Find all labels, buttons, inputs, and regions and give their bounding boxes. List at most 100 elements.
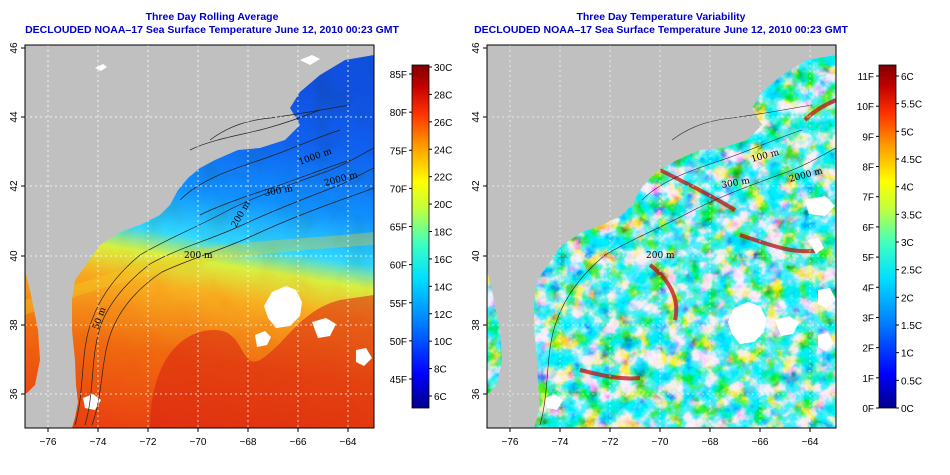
colorbar-celsius-label: 3.5C (901, 210, 922, 221)
colorbar-celsius-label: 4C (901, 183, 914, 194)
panel1-frame (24, 44, 375, 429)
colorbar-celsius-label: 3C (901, 238, 914, 249)
panel2-lat-axis: 36 38 40 42 44 46 (471, 42, 487, 400)
lon-tick-label: −74 (552, 437, 569, 448)
lat-tick-label: 40 (9, 250, 20, 262)
colorbar-celsius-label: 2.5C (901, 266, 922, 277)
panel1-colorbar-celsius-labels: 30C 28C 26C 24C 22C 20C 18C 16C 14C 12C 10C 8C 6C (429, 63, 452, 403)
colorbar-celsius-label: 10C (434, 337, 452, 348)
colorbar-celsius-label: 8C (434, 365, 447, 376)
panel1-map: 50 m 200 m 200 m 300 m 1000 m 2000 m (25, 45, 374, 428)
lat-tick-label: 36 (9, 388, 20, 400)
colorbar-celsius-label: 1.5C (901, 321, 922, 332)
lat-tick-label: 40 (471, 250, 482, 262)
colorbar-fahrenheit-label: 70F (390, 184, 407, 195)
colorbar-celsius-label: 20C (434, 200, 452, 211)
panel2-cloud-patches (545, 196, 836, 410)
lat-tick-label: 44 (9, 111, 20, 123)
lat-tick-label: 42 (9, 180, 20, 192)
lat-tick-label: 42 (471, 180, 482, 192)
lon-tick-label: −72 (140, 437, 157, 448)
colorbar-fahrenheit-label: 8F (862, 163, 874, 174)
lon-tick-label: −68 (702, 437, 719, 448)
colorbar-fahrenheit-label: 65F (390, 223, 407, 234)
panel1-title: Three Day Rolling Average DECLOUDED NOAA… (25, 11, 399, 37)
lon-tick-label: −76 (40, 437, 57, 448)
lat-tick-label: 38 (9, 319, 20, 331)
colorbar-fahrenheit-label: 9F (862, 132, 874, 143)
panel2-title-line2: DECLOUDED NOAA–17 Sea Surface Temperatur… (474, 24, 848, 36)
colorbar-fahrenheit-label: 5F (862, 253, 874, 264)
colorbar-celsius-label: 12C (434, 310, 452, 321)
colorbar-fahrenheit-label: 50F (390, 337, 407, 348)
colorbar-fahrenheit-label: 1F (862, 374, 874, 385)
panel1-title-line2: DECLOUDED NOAA–17 Sea Surface Temperatur… (25, 24, 399, 36)
colorbar-fahrenheit-label: 0F (862, 404, 874, 415)
colorbar-fahrenheit-label: 45F (390, 375, 407, 386)
lon-tick-label: −64 (340, 437, 357, 448)
panel1-bathymetry-contours (74, 104, 374, 426)
panel2-bathymetry-contours (539, 104, 836, 426)
lat-tick-label: 38 (471, 319, 482, 331)
panel1-contour-label: 200 m (184, 251, 213, 261)
lon-tick-label: −66 (752, 437, 769, 448)
colorbar-fahrenheit-label: 80F (390, 108, 407, 119)
panel1-graticule (25, 45, 374, 428)
colorbar-fahrenheit-label: 85F (390, 70, 407, 81)
lon-tick-label: −64 (802, 437, 819, 448)
panel1-land (25, 45, 374, 428)
colorbar-celsius-label: 4.5C (901, 155, 922, 166)
lon-tick-label: −70 (652, 437, 669, 448)
colorbar-celsius-label: 22C (434, 173, 452, 184)
panel2-title-line1: Three Day Temperature Variability (576, 11, 746, 23)
colorbar-celsius-label: 0C (901, 404, 914, 415)
colorbar-celsius-label: 2C (901, 293, 914, 304)
colorbar-fahrenheit-label: 75F (390, 146, 407, 157)
lon-tick-label: −68 (240, 437, 257, 448)
panel2-colorbar-fahrenheit-labels: 11F 10F 9F 8F 7F 6F 5F 4F 3F 2F 1F 0F (857, 72, 879, 415)
panel2-graticule (487, 45, 836, 428)
colorbar-celsius-label: 5.5C (901, 100, 922, 111)
colorbar-celsius-label: 24C (434, 145, 452, 156)
panel1-colorbar-fahrenheit-labels: 85F 80F 75F 70F 65F 60F 55F 50F 45F (390, 70, 412, 386)
lat-tick-label: 44 (471, 111, 482, 123)
colorbar-celsius-label: 0.5C (901, 376, 922, 387)
colorbar-celsius-label: 14C (434, 282, 452, 293)
lat-tick-label: 46 (471, 42, 482, 54)
colorbar-fahrenheit-label: 6F (862, 223, 874, 234)
colorbar-celsius-label: 30C (434, 63, 452, 74)
lon-tick-label: −74 (90, 437, 107, 448)
colorbar-celsius-label: 5C (901, 127, 914, 138)
colorbar-fahrenheit-label: 55F (390, 299, 407, 310)
colorbar-celsius-label: 16C (434, 255, 452, 266)
panel1-title-line1: Three Day Rolling Average (145, 11, 279, 23)
panel2-colorbar-celsius-labels: 6C 5.5C 5C 4.5C 4C 3.5C 3C 2.5C 2C 1.5C 1C 0.5C 0C (896, 72, 922, 415)
lat-tick-label: 46 (9, 42, 20, 54)
panel2-contour-label: 300 m (721, 176, 751, 191)
lon-tick-label: −76 (502, 437, 519, 448)
panel2-map: 100 m 300 m 2000 m 200 m (487, 45, 836, 428)
colorbar-celsius-label: 6C (901, 72, 914, 83)
panel2-title: Three Day Temperature Variability DECLOU… (474, 11, 848, 37)
colorbar-fahrenheit-label: 7F (862, 193, 874, 204)
colorbar-celsius-label: 6C (434, 392, 447, 403)
lat-tick-label: 36 (471, 388, 482, 400)
colorbar-celsius-label: 28C (434, 90, 452, 101)
panel2-contour-label: 200 m (646, 251, 675, 261)
colorbar-celsius-label: 1C (901, 349, 914, 360)
colorbar-celsius-label: 26C (434, 118, 452, 129)
panel2-lon-axis: −76 −74 −72 −70 −68 −66 −64 (502, 428, 819, 448)
panel1-colorbar (411, 64, 430, 409)
colorbar-fahrenheit-label: 60F (390, 261, 407, 272)
colorbar-fahrenheit-label: 11F (858, 72, 875, 83)
colorbar-fahrenheit-label: 3F (862, 313, 874, 324)
lon-tick-label: −66 (290, 437, 307, 448)
panel2-frame (486, 44, 837, 429)
lon-tick-label: −70 (190, 437, 207, 448)
panel2-colorbar (878, 64, 897, 409)
colorbar-fahrenheit-label: 2F (862, 344, 874, 355)
panel1-lon-axis: −76 −74 −72 −70 −68 −66 −64 (40, 428, 357, 448)
lon-tick-label: −72 (602, 437, 619, 448)
panel1-contour-label: 300 m (264, 184, 294, 199)
